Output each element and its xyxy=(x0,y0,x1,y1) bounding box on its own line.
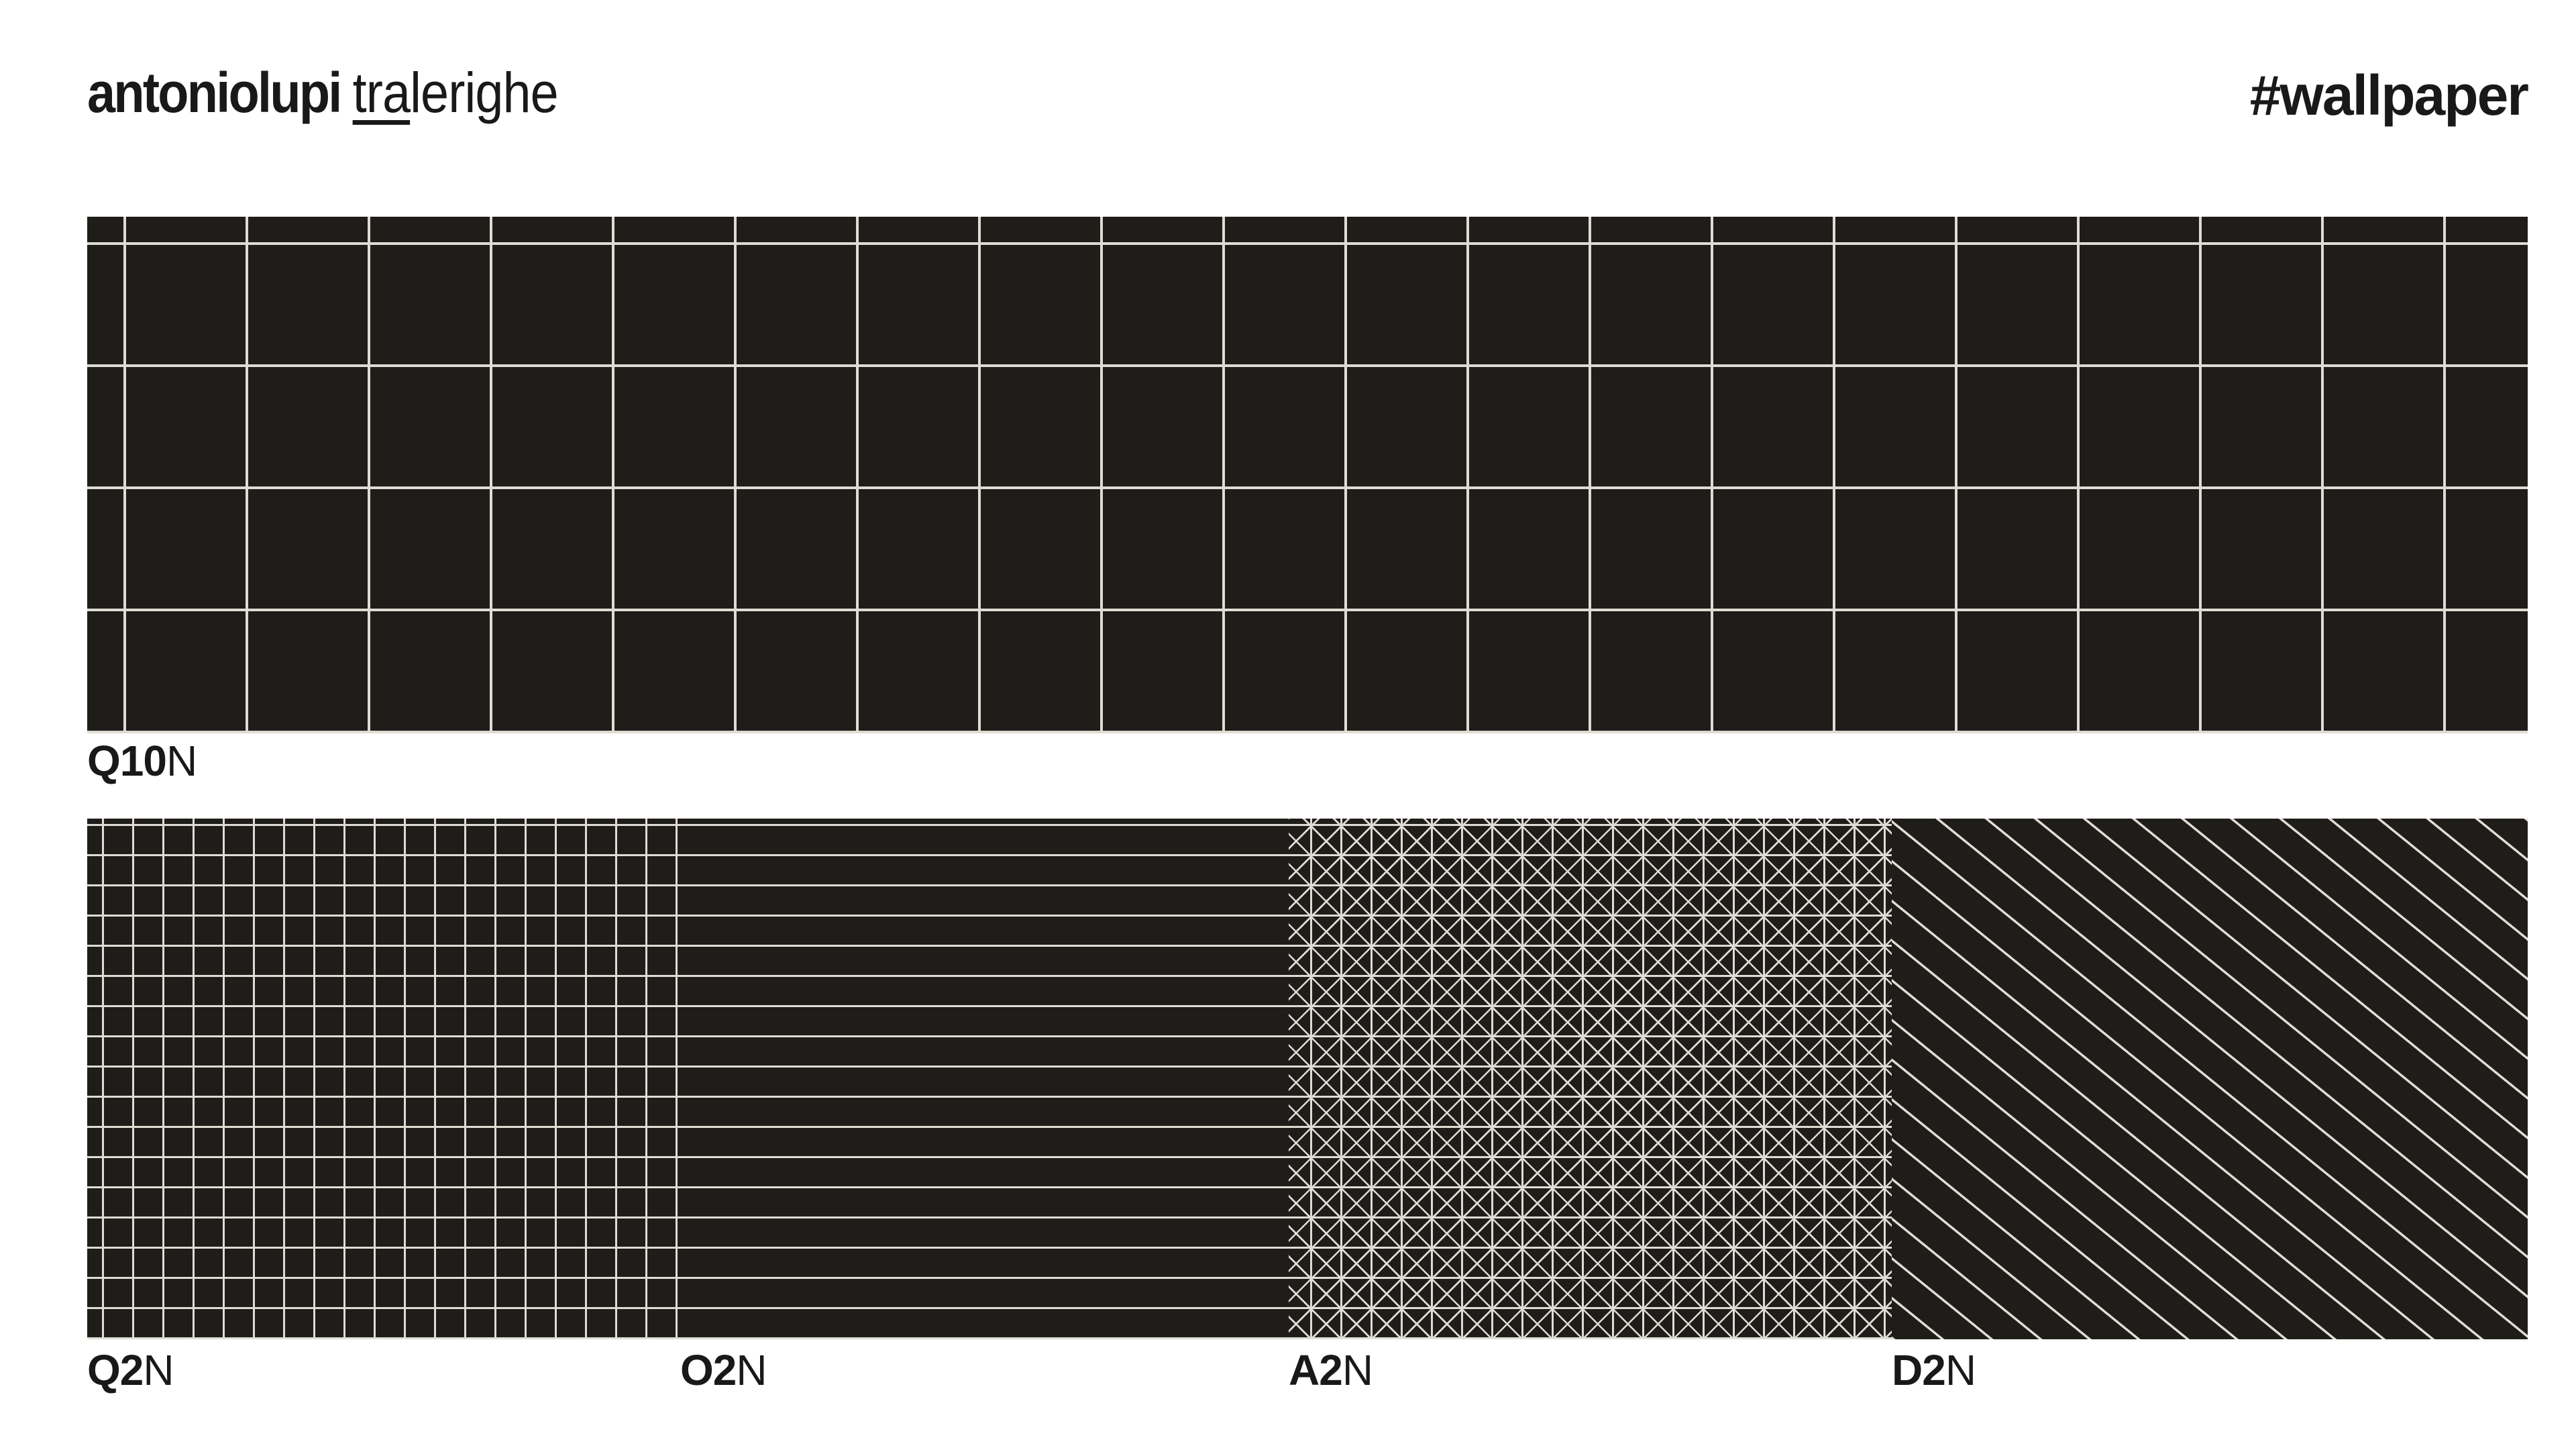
sample-code-suffix: N xyxy=(1945,1346,1976,1394)
hashtag-label: #wallpaper xyxy=(2249,64,2529,127)
brand-collection-underlined-part: tra xyxy=(352,61,411,124)
sample-swatch-o2n xyxy=(680,819,1289,1339)
large-grid-pattern xyxy=(87,217,2528,733)
sample-code-suffix: N xyxy=(736,1346,767,1394)
sample-code-bold: D2 xyxy=(1892,1346,1946,1394)
sample-code-bold: A2 xyxy=(1289,1346,1343,1394)
sample-code-suffix: N xyxy=(1342,1346,1373,1394)
horizontal-lines-pattern xyxy=(680,819,1289,1339)
sample-code-suffix: N xyxy=(166,737,197,785)
sample-code-d2n: D2N xyxy=(1892,1349,1976,1392)
sample-swatch-q2n xyxy=(87,819,680,1339)
brand-logo: antoniolupi tralerighe xyxy=(87,61,559,124)
sample-swatch-q10n xyxy=(87,217,2528,733)
sample-code-bold: Q10 xyxy=(87,737,167,785)
brand-name: antoniolupi xyxy=(87,61,342,124)
sample-code-a2n: A2N xyxy=(1289,1349,1373,1392)
small-grid-pattern xyxy=(87,819,680,1339)
sample-swatch-d2n xyxy=(1892,819,2528,1339)
sample-code-bold: O2 xyxy=(680,1346,737,1394)
sample-code-q2n: Q2N xyxy=(87,1349,174,1392)
brand-collection-name: tralerighe xyxy=(352,61,559,124)
crosshatch-grid-pattern xyxy=(1289,819,1892,1339)
sample-code-q10n: Q10N xyxy=(87,739,197,782)
brand-collection-rest: lerighe xyxy=(410,61,559,124)
sample-code-bold: Q2 xyxy=(87,1346,144,1394)
sample-swatch-a2n xyxy=(1289,819,1892,1339)
sample-code-o2n: O2N xyxy=(680,1349,767,1392)
sample-swatch-row xyxy=(87,819,2528,1339)
sample-code-suffix: N xyxy=(143,1346,174,1394)
diagonal-lines-pattern xyxy=(1892,819,2528,1339)
sample-codes-row: Q2N O2N A2N D2N xyxy=(87,1349,2528,1396)
